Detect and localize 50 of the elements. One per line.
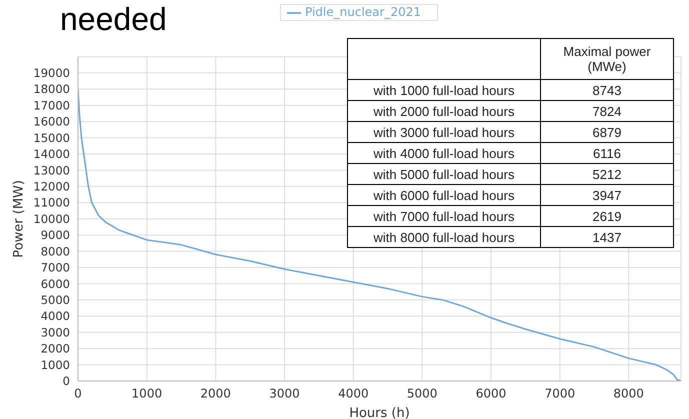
y-tick-label: 11000	[33, 196, 70, 210]
annotation: with 3000 full-load hours	[348, 122, 540, 142]
annotation: with 4000 full-load hours	[348, 142, 540, 164]
y-tick-label: 1000	[40, 358, 70, 372]
y-tick-label: 4000	[40, 309, 70, 324]
x-axis-title: Hours (h)	[349, 406, 410, 419]
annotation: Maximal power (MWe)	[540, 38, 674, 80]
y-tick-label: 12000	[33, 180, 70, 194]
annotation: 7824	[540, 100, 674, 122]
annotation: with 1000 full-load hours	[348, 80, 540, 100]
annotation: 6116	[540, 142, 674, 164]
annotation: 1437	[540, 226, 674, 248]
x-tick-label: 0	[74, 386, 82, 401]
chart-title: needed	[60, 0, 167, 38]
annotation: with 8000 full-load hours	[348, 226, 540, 248]
x-tick-label: 1000	[132, 386, 162, 401]
y-tick-label: 0	[62, 374, 70, 388]
annotation: with 2000 full-load hours	[348, 100, 540, 122]
y-tick-label: 16000	[33, 114, 70, 129]
annotation: with 6000 full-load hours	[348, 184, 540, 206]
y-tick-label: 2000	[40, 342, 70, 356]
y-tick-label: 6000	[40, 276, 70, 291]
x-tick-label: 5000	[406, 386, 438, 401]
y-tick-label: 10000	[33, 212, 70, 226]
y-tick-label: 14000	[33, 147, 70, 162]
x-tick-label: 6000	[476, 386, 506, 401]
annotation: 3947	[540, 184, 674, 206]
y-tick-label: 17000	[33, 98, 70, 112]
annotation: with 7000 full-load hours	[348, 206, 540, 226]
x-tick-label: 4000	[338, 386, 369, 401]
x-tick-label: 2000	[200, 386, 231, 401]
y-tick-label: 7000	[40, 260, 70, 275]
y-tick-label: 3000	[40, 325, 70, 340]
x-tick-label: 7000	[544, 386, 576, 401]
x-tick-label: 3000	[269, 386, 300, 401]
y-tick-label: 9000	[40, 228, 70, 242]
y-tick-label: 18000	[33, 82, 70, 96]
y-tick-label: 8000	[40, 244, 70, 258]
y-tick-label: 13000	[33, 163, 70, 178]
annotation: 8743	[540, 80, 674, 100]
annotation: 6879	[540, 122, 674, 142]
y-tick-label: 5000	[40, 293, 70, 308]
legend-label: Pidle_nuclear_2021	[305, 5, 421, 19]
y-axis-title: Power (MW)	[12, 180, 27, 258]
annotation: 2619	[540, 206, 674, 226]
x-tick-label: 8000	[613, 386, 644, 401]
annotation: with 5000 full-load hours	[348, 164, 540, 184]
annotation: 5212	[540, 164, 674, 184]
y-tick-label: 19000	[33, 66, 70, 80]
y-tick-label: 15000	[33, 130, 70, 145]
